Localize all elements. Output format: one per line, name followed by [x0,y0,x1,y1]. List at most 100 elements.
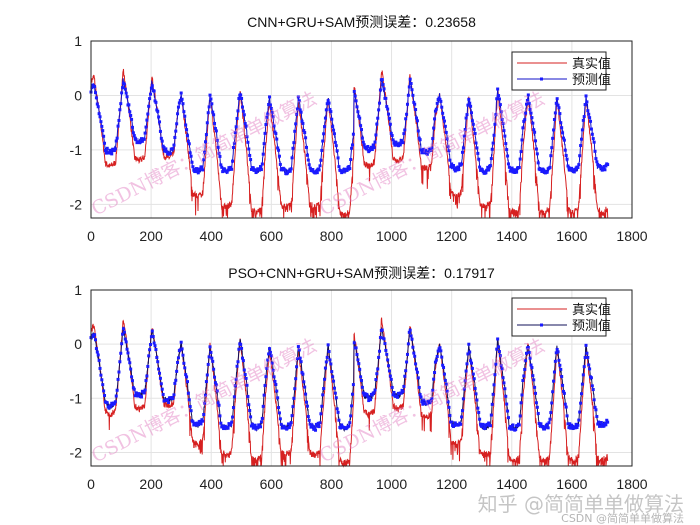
pred-marker [476,406,480,410]
pred-marker [565,157,569,161]
pred-marker [350,404,354,408]
pred-marker [318,421,322,425]
pred-marker [93,85,97,89]
pred-marker [436,349,440,353]
pred-marker [202,158,206,162]
x-tick-label: 600 [260,228,284,244]
pred-marker [231,415,235,419]
pred-marker [132,134,136,138]
pred-marker [408,77,412,81]
pred-marker [313,426,317,430]
pred-marker [173,381,177,385]
pred-marker [449,165,453,169]
pred-marker [529,363,533,367]
pred-marker [115,136,119,140]
pred-marker [154,100,158,104]
pred-marker [451,165,455,169]
pred-marker [150,329,154,333]
pred-marker [405,102,409,106]
pred-marker [118,360,122,364]
pred-marker [214,383,218,387]
pred-marker [174,378,178,382]
pred-marker [258,168,262,172]
pred-marker [565,414,569,418]
pred-marker [602,165,606,169]
pred-marker [319,158,323,162]
x-tick-label: 600 [260,476,284,492]
pred-marker [239,93,243,97]
pred-marker [319,412,323,416]
pred-marker [283,168,287,172]
pred-marker [585,351,589,355]
pred-marker [358,116,362,120]
y-tick-label: -1 [70,142,83,158]
pred-marker [577,163,581,167]
pred-marker [382,87,386,91]
pred-marker [591,137,595,141]
legend-label-pred: 预测值 [572,72,611,88]
pred-marker [219,421,223,425]
pred-marker [339,169,343,173]
pred-marker [524,359,528,363]
pred-marker [305,153,309,157]
pred-marker [412,351,416,355]
pred-marker [130,125,134,129]
pred-marker [304,145,308,149]
pred-marker [561,136,565,140]
y-tick-label: -2 [70,196,83,212]
pred-marker [131,386,135,390]
pred-marker [378,101,382,105]
pred-marker [429,399,433,403]
pred-marker [586,109,590,113]
x-tick-label: 400 [200,228,224,244]
pred-marker [392,141,396,145]
pred-marker [444,382,448,386]
pred-marker [550,146,554,150]
pred-marker [103,393,107,397]
pred-marker [595,160,599,164]
pred-marker [251,166,255,170]
pred-marker [215,138,219,142]
pred-marker [92,334,96,338]
pred-marker [573,426,577,430]
pred-marker [244,124,248,128]
pred-marker [361,391,365,395]
pred-marker [352,341,356,345]
pred-marker [446,145,450,149]
pred-marker [211,359,215,363]
pred-marker [525,351,529,355]
pred-marker [277,148,281,152]
legend-label-true: 真实值 [572,56,611,72]
pred-marker [581,118,585,122]
pred-marker [324,360,328,364]
pred-marker [249,158,253,162]
pred-marker [226,426,230,430]
pred-marker [356,110,360,114]
pred-marker [567,166,571,170]
pred-marker [231,145,235,149]
pred-marker [443,378,447,382]
pred-marker [521,378,525,382]
pred-marker [398,143,402,147]
pred-marker [158,129,162,133]
pred-marker [161,392,165,396]
pred-marker [227,166,231,170]
pred-marker [434,107,438,111]
pred-marker [414,362,418,366]
pred-marker [467,342,471,346]
pred-marker [564,153,568,157]
pred-marker [268,95,272,99]
pred-marker [511,423,515,427]
pred-marker [554,351,558,355]
pred-marker [407,85,411,89]
pred-marker [470,361,474,365]
pred-marker [588,116,592,120]
pred-marker [296,345,300,349]
pred-marker [492,133,496,137]
pred-marker [96,105,100,109]
pred-marker [334,396,338,400]
pred-marker [570,168,574,172]
pred-marker [149,86,153,90]
pred-marker [149,343,153,347]
pred-marker [524,111,528,115]
